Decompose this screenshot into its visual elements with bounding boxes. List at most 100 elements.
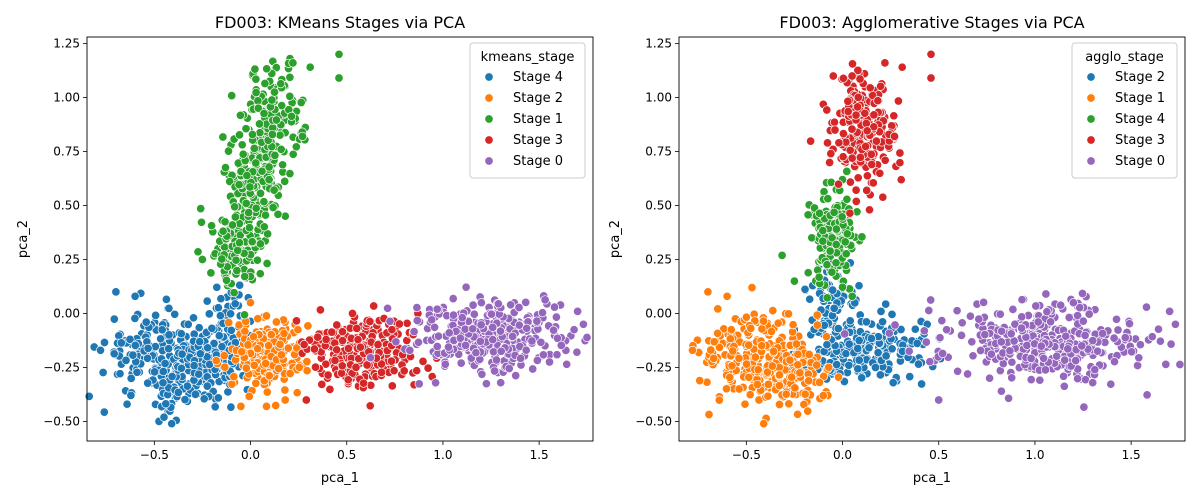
data-point <box>1033 317 1043 327</box>
data-point <box>461 340 471 350</box>
data-point <box>845 208 855 218</box>
data-point <box>1111 314 1122 324</box>
data-point <box>315 305 325 315</box>
data-point <box>468 324 478 334</box>
data-point <box>706 345 716 355</box>
data-point <box>323 370 333 380</box>
data-point <box>468 300 478 310</box>
data-point <box>237 140 247 150</box>
data-point <box>176 329 186 339</box>
data-point <box>251 378 261 388</box>
data-point <box>130 340 140 350</box>
data-point <box>1064 312 1074 323</box>
data-point <box>866 333 876 344</box>
data-point <box>493 299 503 309</box>
data-point <box>376 359 387 369</box>
data-point <box>552 333 563 343</box>
data-point <box>126 373 136 383</box>
data-point <box>1042 307 1052 317</box>
data-point <box>702 377 712 387</box>
data-point <box>469 309 479 319</box>
y-tick-label: −0.50 <box>635 415 672 429</box>
data-point <box>280 395 290 405</box>
data-point <box>213 393 223 403</box>
data-point <box>860 108 870 118</box>
legend-label: Stage 2 <box>1115 70 1165 85</box>
data-point <box>262 387 272 397</box>
legend-marker <box>484 72 494 82</box>
data-point <box>889 131 900 141</box>
x-axis-label: pca_1 <box>913 471 951 486</box>
data-point <box>837 282 848 292</box>
data-point <box>202 296 212 306</box>
data-point <box>301 395 311 405</box>
data-point <box>726 325 736 335</box>
data-point <box>853 92 863 102</box>
data-point <box>317 379 327 389</box>
data-point <box>853 364 863 374</box>
data-point <box>812 360 822 370</box>
data-point <box>753 365 763 375</box>
data-point <box>195 349 205 359</box>
data-point <box>121 355 131 365</box>
legend-title: agglo_stage <box>1085 50 1164 65</box>
data-point <box>805 294 815 304</box>
data-point <box>976 345 986 356</box>
data-point <box>288 149 298 159</box>
data-point <box>727 361 737 371</box>
y-tick-label: 1.25 <box>53 36 80 50</box>
data-point <box>352 323 362 333</box>
data-point <box>1035 375 1045 385</box>
data-point <box>488 322 498 332</box>
data-point <box>219 351 229 361</box>
data-point <box>432 304 442 314</box>
data-point <box>1124 319 1135 329</box>
data-point <box>980 330 990 340</box>
data-point <box>457 313 467 323</box>
data-point <box>287 111 297 121</box>
data-point <box>862 126 872 136</box>
legend-marker <box>484 114 494 124</box>
data-point <box>888 378 898 388</box>
data-point <box>1161 359 1171 369</box>
data-point <box>98 367 108 378</box>
data-point <box>1073 374 1083 384</box>
data-point <box>405 345 415 355</box>
data-point <box>296 97 306 108</box>
data-point <box>297 131 308 141</box>
data-point <box>875 168 885 178</box>
data-point <box>141 317 151 327</box>
data-point <box>247 237 257 247</box>
data-point <box>1052 351 1062 361</box>
x-ticks: −0.5 0.0 0.5 1.0 1.5 <box>140 441 549 462</box>
data-point <box>709 337 719 347</box>
data-point <box>1084 309 1094 319</box>
data-point <box>540 295 550 305</box>
data-point <box>963 369 973 379</box>
y-tick-label: 0.75 <box>645 145 672 159</box>
data-point <box>1005 346 1015 356</box>
data-point <box>745 390 755 400</box>
data-point <box>728 346 738 356</box>
data-point <box>343 343 354 354</box>
data-point <box>211 356 221 366</box>
data-point <box>244 208 254 218</box>
data-point <box>556 340 566 350</box>
data-point <box>271 115 281 125</box>
data-point <box>430 322 440 332</box>
data-point <box>881 351 891 361</box>
data-point <box>528 364 538 374</box>
data-point <box>759 316 769 326</box>
data-point <box>1077 288 1088 299</box>
data-point <box>255 269 265 279</box>
data-point <box>549 325 559 335</box>
data-point <box>158 378 168 388</box>
data-point <box>752 379 762 390</box>
data-point <box>825 246 835 256</box>
data-point <box>150 367 160 377</box>
data-point <box>925 357 935 367</box>
data-point <box>84 391 94 401</box>
data-point <box>734 353 744 363</box>
data-point <box>812 320 822 330</box>
